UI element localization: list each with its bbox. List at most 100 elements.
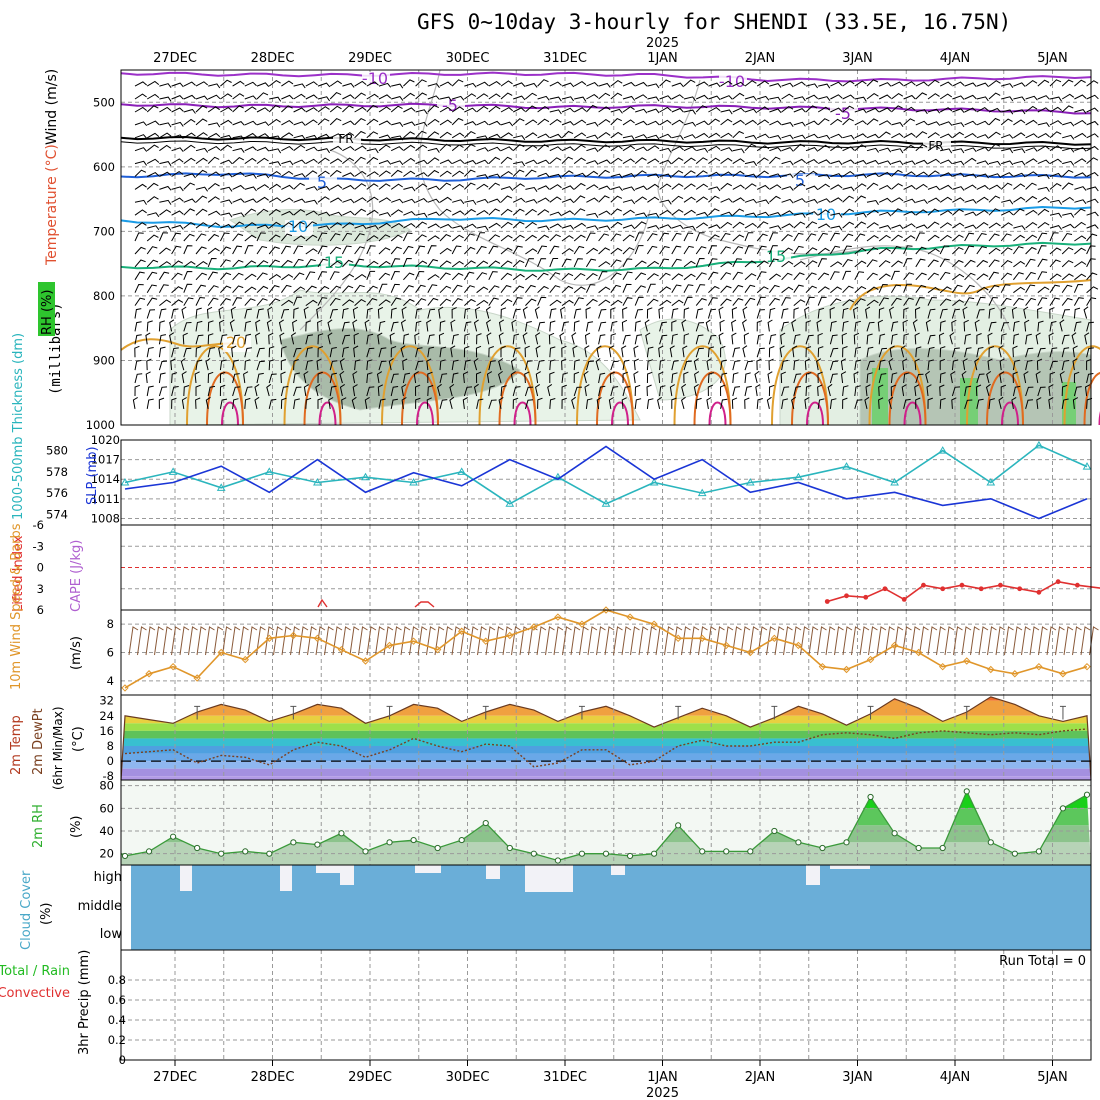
wind-barb (195, 233, 207, 242)
wind-barb (610, 299, 623, 307)
wind-barb (524, 386, 534, 397)
wind-barb (952, 208, 964, 216)
wind-barb (976, 82, 989, 88)
wind-barb (366, 148, 379, 154)
cloud-area (131, 865, 1091, 950)
wind-barb (854, 173, 867, 179)
wind-barb (805, 285, 817, 294)
wind-barb (683, 79, 696, 87)
wind-barb (756, 271, 767, 281)
wind-barb (473, 383, 479, 397)
wind-barb (1025, 399, 1034, 410)
wind-barb (830, 133, 843, 139)
wind-barb (415, 397, 421, 409)
wind-barb (659, 359, 666, 371)
wind-barb (865, 384, 871, 397)
wind-barb (768, 384, 775, 397)
wind-barb (1049, 371, 1056, 384)
wind-barb (378, 320, 386, 332)
wind-barb (378, 94, 392, 100)
wind-barb (1086, 94, 1099, 100)
wind10-barb (443, 626, 453, 656)
wind10-barb (392, 626, 402, 656)
wind-barb (622, 158, 635, 165)
wind-barb (854, 233, 866, 242)
wind-barb (999, 358, 1005, 371)
wind-barb (1001, 148, 1014, 154)
wind-barb (854, 221, 867, 229)
wind-barb (890, 246, 902, 255)
wind10-barb (689, 626, 700, 656)
wind10-marker (145, 670, 153, 678)
wind-barb (1086, 224, 1099, 229)
wind-barb (646, 384, 652, 397)
wind-barb (1000, 272, 1013, 281)
wind-barb (1073, 297, 1084, 306)
wind-barb (744, 198, 758, 204)
wind-barb (256, 107, 270, 113)
wind-barb (817, 106, 831, 113)
wind-barb (829, 232, 840, 242)
wind-barb (1062, 121, 1075, 127)
wind-barb (510, 358, 516, 371)
wind-barb (1086, 358, 1092, 371)
wind-barb (1048, 397, 1054, 409)
wind-barb (561, 96, 575, 102)
wind-barb (791, 396, 796, 410)
wind-barb (366, 245, 376, 255)
wind-barb (964, 297, 975, 306)
wind-barb (510, 371, 516, 384)
wind-barb (159, 122, 172, 128)
y-tick-label: 1014 (91, 472, 120, 486)
wind-barb (805, 385, 812, 397)
wind-barb (817, 296, 827, 306)
wind-barb (220, 144, 233, 152)
wind-barb (451, 170, 464, 177)
wind-barb (985, 383, 991, 397)
thickness-line-marker (986, 478, 996, 486)
wind10-barb (613, 626, 623, 656)
wind-barb (988, 131, 1001, 139)
wind-barb (537, 185, 550, 190)
wind-barb (718, 332, 724, 345)
wind-barb (1061, 398, 1069, 409)
wind-barb (574, 172, 587, 178)
wind-barb (181, 397, 187, 409)
wind-barb (400, 319, 406, 332)
wind10-barb (528, 626, 538, 656)
wind-barb (439, 159, 453, 165)
wind-barb (525, 132, 538, 139)
wind-barb (952, 81, 965, 87)
wind-barb (622, 135, 635, 141)
wind-barb (633, 358, 640, 371)
wind-barb (403, 92, 415, 100)
wind-barb (342, 285, 354, 294)
wind-barb (427, 223, 440, 229)
wind-barb (952, 172, 965, 178)
wind-barb (767, 319, 773, 332)
wind-barb (1025, 182, 1037, 190)
wind-barb (756, 170, 769, 177)
wind-barb (793, 198, 806, 203)
wind-barb (805, 185, 819, 191)
wind-barb (403, 298, 415, 306)
wind10-barb (290, 626, 300, 656)
wind-barb (964, 107, 977, 113)
wind-barb (903, 245, 913, 255)
rh-marker (338, 830, 345, 837)
wind-barb (842, 146, 855, 152)
wind-barb (939, 346, 946, 358)
wind-barb (1012, 345, 1018, 358)
wind-barb (915, 120, 928, 126)
wind-barb (547, 383, 553, 397)
wind10-barb (885, 626, 895, 656)
wind-barb (927, 79, 940, 87)
wind-barb (293, 235, 306, 242)
wind-barb (1061, 297, 1073, 306)
wind-barb (671, 273, 684, 281)
wind-barb (658, 345, 664, 358)
wind-barb (500, 121, 514, 127)
rh-marker (506, 844, 513, 852)
wind-barb (329, 246, 342, 255)
